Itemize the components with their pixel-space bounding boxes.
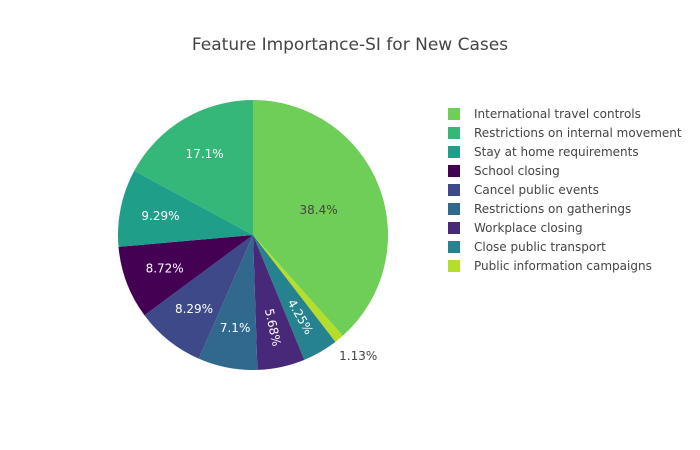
slice-restrictions-on-gatherings[interactable] [198, 235, 258, 370]
legend-item-school-closing[interactable]: School closing [448, 164, 560, 178]
slice-international-travel-controls[interactable] [253, 100, 388, 336]
slice-public-information-campaigns[interactable] [253, 235, 343, 342]
legend-swatch [448, 222, 460, 234]
legend-item-restrictions-on-internal-movement[interactable]: Restrictions on internal movement [448, 126, 682, 140]
legend-swatch [448, 260, 460, 272]
legend-item-cancel-public-events[interactable]: Cancel public events [448, 183, 599, 197]
pie-labels: 38.4%1.13%4.25%5.68%7.1%8.29%8.72%9.29%1… [141, 147, 377, 363]
legend-label: Restrictions on internal movement [474, 126, 682, 140]
legend-swatch [448, 165, 460, 177]
slice-label-international-travel-controls: 38.4% [300, 203, 338, 217]
chart-title: Feature Importance-SI for New Cases [192, 35, 508, 55]
legend-label: Public information campaigns [474, 259, 652, 273]
slice-workplace-closing[interactable] [253, 235, 305, 370]
slice-label-restrictions-on-internal-movement: 17.1% [186, 147, 224, 161]
legend-swatch [448, 108, 460, 120]
legend: International travel controls Restriction… [448, 107, 682, 273]
legend-swatch [448, 146, 460, 158]
slice-label-restrictions-on-gatherings: 7.1% [220, 321, 251, 335]
legend-label: Workplace closing [474, 221, 583, 235]
legend-label: Restrictions on gatherings [474, 202, 631, 216]
slice-label-cancel-public-events: 8.29% [175, 302, 213, 316]
legend-swatch [448, 184, 460, 196]
slice-cancel-public-events[interactable] [144, 235, 253, 359]
slice-restrictions-on-internal-movement[interactable] [134, 99, 253, 235]
legend-swatch [448, 241, 460, 253]
legend-label: International travel controls [474, 107, 641, 121]
legend-item-international-travel-controls[interactable]: International travel controls [448, 107, 641, 121]
legend-swatch [448, 127, 460, 139]
slice-label-stay-at-home-requirements: 9.29% [141, 209, 179, 223]
slice-close-public-transport[interactable] [253, 235, 336, 360]
slice-stay-at-home-requirements[interactable] [118, 170, 253, 247]
legend-swatch [448, 203, 460, 215]
slice-label-public-information-campaigns: 1.13% [339, 349, 377, 363]
legend-label: School closing [474, 164, 560, 178]
legend-item-close-public-transport[interactable]: Close public transport [448, 240, 606, 254]
legend-item-stay-at-home-requirements[interactable]: Stay at home requirements [448, 145, 639, 159]
pie-slices [118, 99, 388, 370]
legend-item-workplace-closing[interactable]: Workplace closing [448, 221, 583, 235]
legend-item-public-information-campaigns[interactable]: Public information campaigns [448, 259, 652, 273]
slice-school-closing[interactable] [118, 235, 254, 316]
slice-label-school-closing: 8.72% [146, 261, 184, 275]
legend-label: Close public transport [474, 240, 606, 254]
legend-item-restrictions-on-gatherings[interactable]: Restrictions on gatherings [448, 202, 631, 216]
legend-label: Cancel public events [474, 183, 599, 197]
legend-label: Stay at home requirements [474, 145, 639, 159]
